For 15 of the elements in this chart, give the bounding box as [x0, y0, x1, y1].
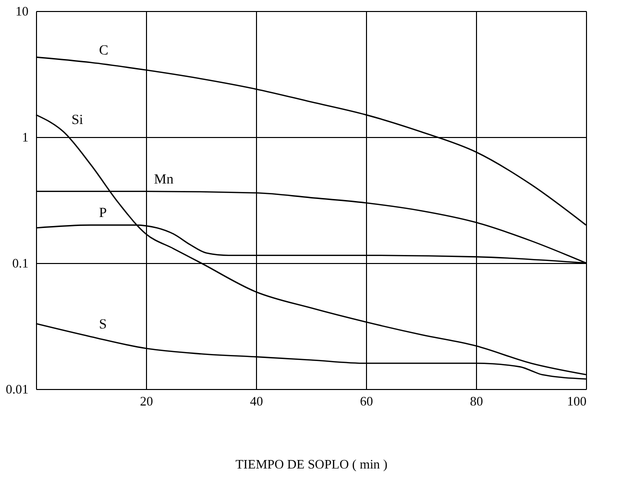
y-tick-label: 1 — [22, 130, 28, 144]
series-label: Mn — [154, 172, 174, 188]
y-tick-label: 0.01 — [6, 382, 28, 396]
y-tick-label: 10 — [16, 4, 28, 18]
y-tick-label: 0.1 — [12, 256, 28, 270]
series-label: P — [99, 206, 107, 222]
series-label: C — [99, 44, 108, 59]
x-tick-label: 60 — [360, 394, 373, 408]
x-axis-title: TIEMPO DE SOPLO ( min ) — [235, 456, 388, 472]
x-tick-label: 20 — [140, 394, 153, 408]
series-label: Si — [72, 112, 84, 128]
x-tick-label: 100 — [567, 394, 586, 408]
x-tick-label: 40 — [250, 394, 263, 408]
x-tick-label: 80 — [470, 394, 483, 408]
series-label: S — [99, 318, 107, 333]
